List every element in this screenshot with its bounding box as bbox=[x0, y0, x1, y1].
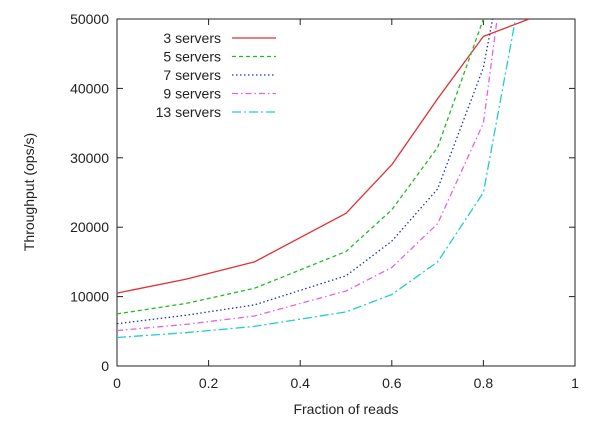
y-axis-label: Throughput (ops/s) bbox=[21, 133, 37, 251]
x-tick-label: 0.4 bbox=[290, 375, 310, 391]
y-tick-label: 30000 bbox=[70, 150, 109, 166]
plot-frame bbox=[116, 18, 576, 367]
legend: 3 servers 5 servers 7 servers 9 servers 13 s… bbox=[156, 30, 276, 120]
y-tick-label: 40000 bbox=[70, 80, 109, 96]
legend-label: 9 servers bbox=[163, 86, 221, 102]
y-tick-label: 50000 bbox=[70, 11, 109, 27]
x-tick-label: 0.2 bbox=[199, 375, 219, 391]
y-tick-label: 20000 bbox=[70, 219, 109, 235]
series-line-0 bbox=[116, 18, 530, 294]
series-line-3 bbox=[116, 18, 498, 332]
x-tick-label: 1 bbox=[571, 375, 579, 391]
legend-label: 3 servers bbox=[163, 30, 221, 46]
x-tick-label: 0 bbox=[113, 375, 121, 391]
y-tick-label: 0 bbox=[101, 358, 109, 374]
legend-label: 13 servers bbox=[156, 104, 221, 120]
series-line-2 bbox=[116, 18, 494, 325]
x-tick-label: 0.6 bbox=[382, 375, 402, 391]
legend-label: 7 servers bbox=[163, 67, 221, 83]
tick-group: 0 0.2 0.4 0.6 0.8 1 0 10000 20000 30000 40000 50000 bbox=[70, 11, 579, 391]
series-group bbox=[116, 18, 530, 339]
legend-label: 5 servers bbox=[163, 49, 221, 65]
x-axis-label: Fraction of reads bbox=[293, 401, 398, 417]
x-tick-label: 0.8 bbox=[474, 375, 494, 391]
series-line-1 bbox=[116, 18, 485, 315]
y-tick-label: 10000 bbox=[70, 289, 109, 305]
series-line-4 bbox=[116, 18, 517, 339]
